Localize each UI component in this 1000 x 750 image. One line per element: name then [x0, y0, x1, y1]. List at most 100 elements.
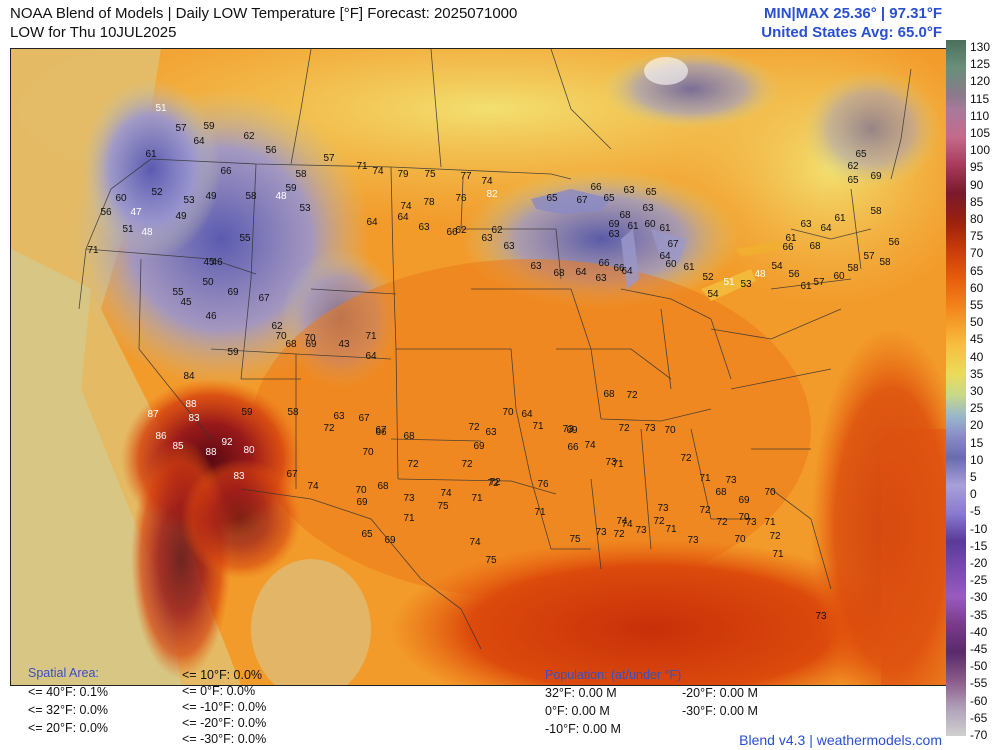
us-average-line: United States Avg: 65.0°F: [761, 24, 942, 41]
station-temperature: 64: [397, 212, 409, 223]
station-temperature: 69: [473, 441, 485, 452]
colorbar-tick-label: 95: [970, 160, 984, 175]
colorbar-tick-label: -40: [970, 624, 988, 639]
station-temperature: 56: [788, 269, 800, 280]
station-temperature: 50: [202, 277, 214, 288]
station-temperature: 70: [502, 407, 514, 418]
station-temperature: 67: [375, 425, 387, 436]
station-temperature: 65: [855, 149, 867, 160]
station-temperature: 74: [400, 201, 412, 212]
station-temperature: 71: [87, 245, 99, 256]
population-stat: -30°F: 0.00 M: [682, 704, 758, 718]
station-temperature: 66: [590, 182, 602, 193]
title-line-2: LOW for Thu 10JUL2025: [10, 24, 177, 41]
station-temperature: 63: [485, 427, 497, 438]
station-temperature: 85: [172, 441, 184, 452]
station-temperature: 63: [333, 411, 345, 422]
station-temperature: 75: [569, 534, 581, 545]
station-temperature: 72: [489, 477, 501, 488]
station-temperature: 66: [782, 242, 794, 253]
station-temperature: 62: [271, 321, 283, 332]
population-heading: Population: (at/under °F): [545, 668, 682, 682]
colorbar-tick-label: -55: [970, 676, 988, 691]
station-temperature: 47: [130, 207, 142, 218]
colorbar-tick-label: 25: [970, 401, 984, 416]
station-temperature: 65: [645, 187, 657, 198]
station-temperature: 83: [188, 413, 200, 424]
station-temperature: 72: [699, 505, 711, 516]
station-temperature: 70: [275, 331, 287, 342]
colorbar-tick-label: 105: [970, 126, 991, 140]
station-temperature: 88: [185, 399, 197, 410]
station-temperature: 63: [418, 222, 430, 233]
station-temperature: 71: [365, 331, 377, 342]
station-temperature: 74: [372, 166, 384, 177]
station-temperature: 72: [716, 517, 728, 528]
station-temperature: 70: [355, 485, 367, 496]
colorbar-tick-label: -10: [970, 521, 988, 536]
station-temperature: 66: [375, 427, 387, 438]
station-temperature: 63: [623, 185, 635, 196]
colorbar-tick-label: -60: [970, 693, 988, 708]
station-temperature: 68: [377, 481, 389, 492]
station-temperature: 56: [100, 207, 112, 218]
station-temperature: 56: [888, 237, 900, 248]
station-temperature: 66: [567, 442, 579, 453]
station-temperature: 70: [304, 333, 316, 344]
colorbar-tick-label: 75: [970, 229, 984, 244]
station-temperature: 71: [772, 549, 784, 560]
station-temperature: 71: [403, 513, 415, 524]
station-temperature: 68: [619, 210, 631, 221]
station-temperature: 66: [613, 263, 625, 274]
station-temperature: 65: [603, 193, 615, 204]
station-temperature: 63: [530, 261, 542, 272]
colorbar-tick-label: 70: [970, 246, 984, 261]
temperature-colorbar: 130 125 120 115 110 105 100 95 90 85 80 75 70 65 60 55 5…: [946, 40, 1000, 741]
station-temperature: 73: [725, 475, 737, 486]
station-temperature: 71: [665, 524, 677, 535]
station-temperature: 66: [446, 227, 458, 238]
station-temperature: 84: [183, 371, 195, 382]
station-temperature: 51: [723, 277, 735, 288]
station-temperature: 70: [664, 425, 676, 436]
colorbar-tick-label: 110: [970, 108, 990, 123]
colorbar-tick-label: -45: [970, 642, 988, 656]
colorbar-tick-label: -30: [970, 590, 988, 605]
station-temperature: 69: [227, 287, 239, 298]
station-temperature: 72: [680, 453, 692, 464]
colorbar-tick-label: 15: [970, 435, 984, 450]
station-temperature: 73: [562, 424, 574, 435]
station-temperature: 73: [745, 517, 757, 528]
spatial-stat: <= 32°F: 0.0%: [28, 703, 109, 717]
station-temperature: 49: [205, 191, 217, 202]
station-temperature: 60: [644, 219, 656, 230]
station-temperature: 58: [847, 263, 859, 274]
station-temperature: 62: [491, 225, 503, 236]
station-temperature: 66: [220, 166, 232, 177]
colorbar-tick-label: 20: [970, 418, 984, 433]
station-temperature: 74: [307, 481, 319, 492]
colorbar-tick-label: 125: [970, 57, 991, 72]
station-temperature: 46: [205, 311, 217, 322]
station-temperature: 75: [437, 501, 449, 512]
station-temperature: 86: [155, 431, 167, 442]
footer-credit: Blend v4.3 | weathermodels.com: [739, 732, 942, 748]
station-temperature: 67: [286, 469, 298, 480]
station-temperature: 70: [362, 447, 374, 458]
station-temperature: 68: [809, 241, 821, 252]
spatial-stat: <= 20°F: 0.0%: [28, 721, 109, 735]
station-temperature: 71: [532, 421, 544, 432]
station-temperature: 73: [635, 525, 647, 536]
colorbar-tick-label: -20: [970, 556, 988, 570]
station-temperature: 61: [834, 213, 846, 224]
station-temperature: 43: [338, 339, 350, 350]
colorbar-tick-label: -70: [970, 728, 988, 742]
colorbar-tick-label: -15: [970, 538, 988, 553]
station-temperature: 54: [707, 289, 719, 300]
spatial-stat: <= -30°F: 0.0%: [182, 732, 267, 746]
colorbar-tick-label: 0: [970, 487, 977, 502]
station-temperature: 67: [667, 239, 679, 250]
station-temperature: 71: [471, 493, 483, 504]
station-temperature: 65: [847, 175, 859, 186]
